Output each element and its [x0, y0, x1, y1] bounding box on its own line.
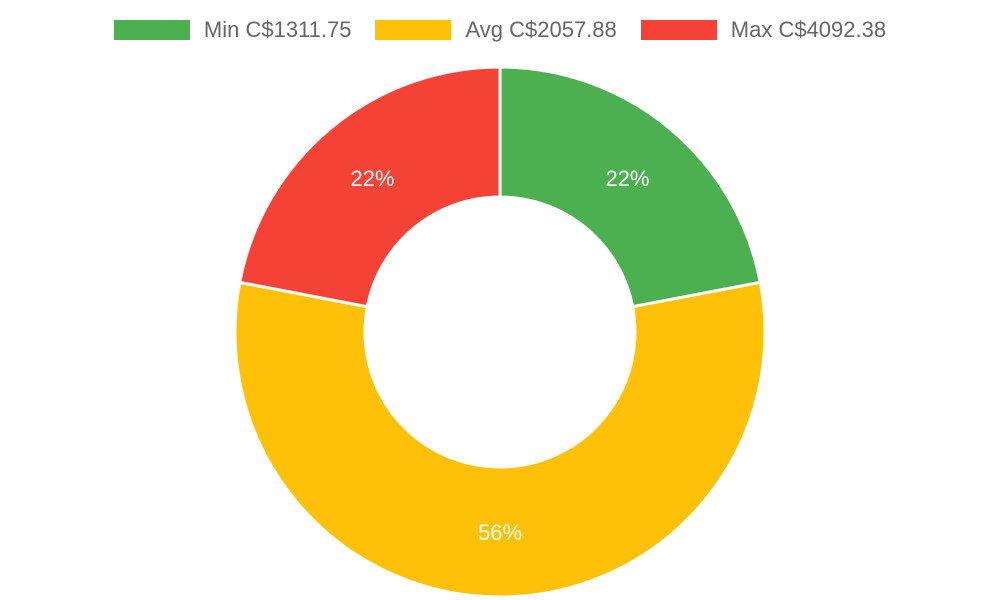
slice-labels-group: 22% 56% 22%	[350, 166, 649, 545]
slice-avg[interactable]	[233, 280, 767, 599]
legend-swatch-min	[113, 20, 190, 40]
legend-item-max[interactable]: Max C$4092.38	[640, 17, 887, 43]
legend-swatch-max	[640, 20, 717, 40]
legend-label-avg: Avg C$2057.88	[465, 17, 617, 42]
slices-group	[233, 65, 767, 599]
legend: Min C$1311.75 Avg C$2057.88 Max C$4092.3…	[0, 17, 1000, 43]
slice-max[interactable]	[237, 65, 502, 309]
legend-label-min: Min C$1311.75	[203, 17, 352, 42]
slice-min[interactable]	[498, 65, 763, 309]
legend-label-max: Max C$4092.38	[730, 17, 887, 42]
legend-swatch-avg	[375, 20, 452, 40]
slice-label-max: 22%	[350, 166, 394, 191]
legend-item-min[interactable]: Min C$1311.75	[113, 17, 352, 43]
slice-label-min: 22%	[605, 166, 649, 191]
slice-label-avg: 56%	[478, 520, 522, 545]
legend-item-avg[interactable]: Avg C$2057.88	[375, 17, 617, 43]
